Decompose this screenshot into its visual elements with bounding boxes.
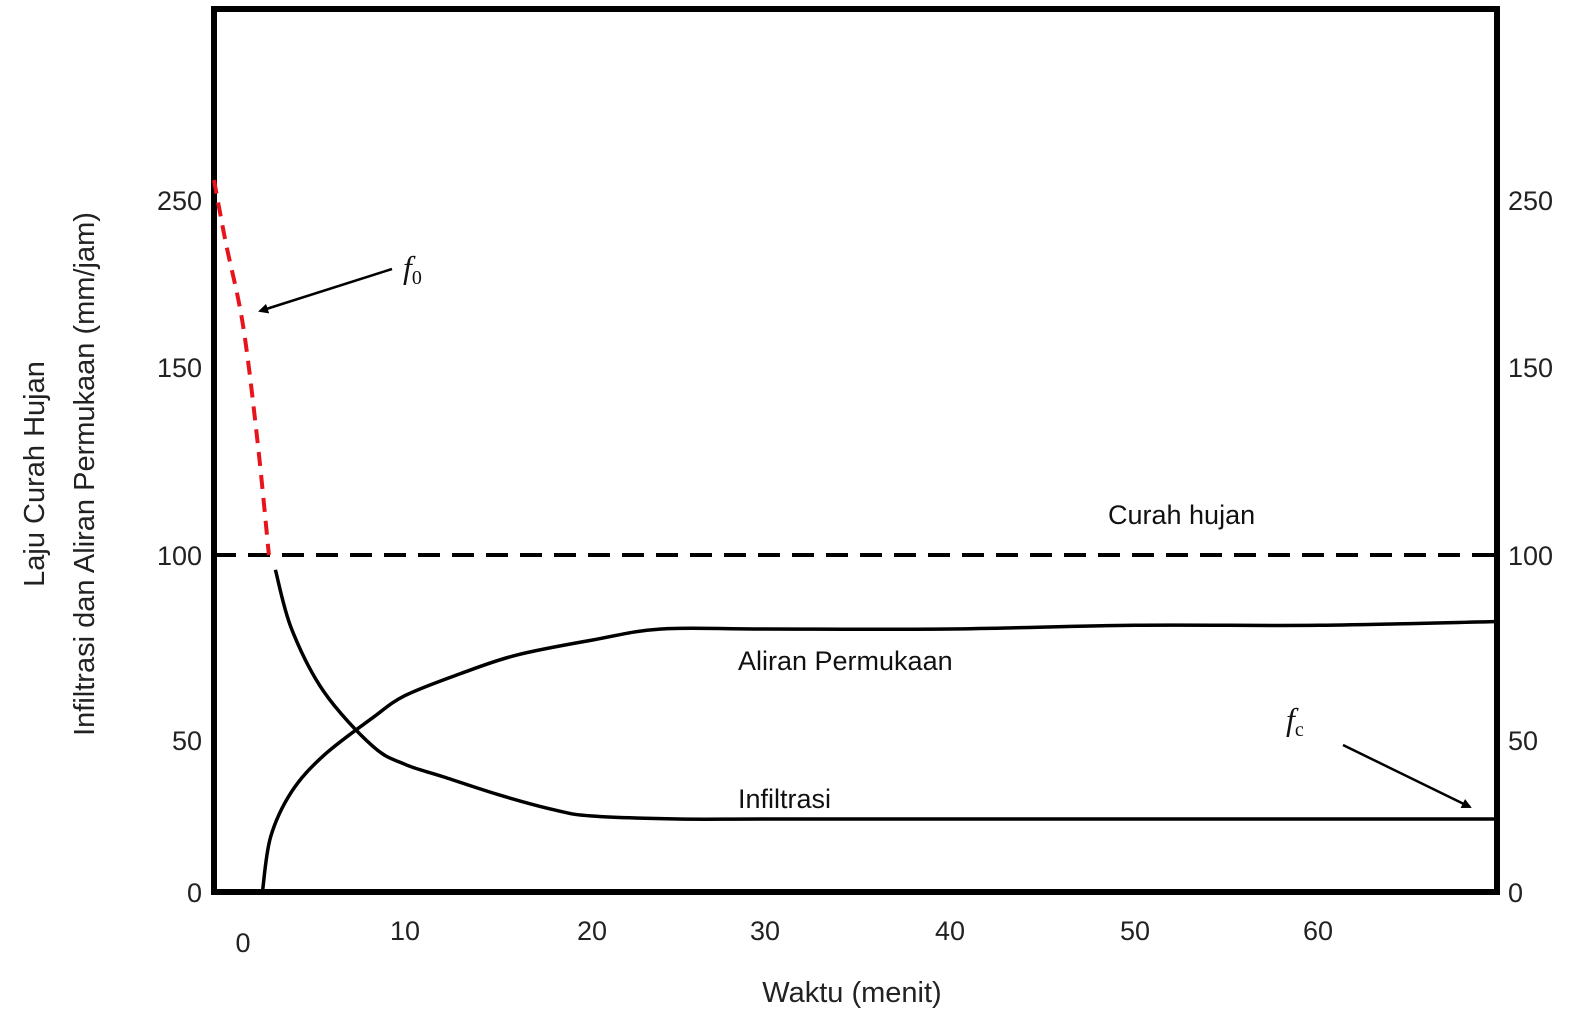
x-tick-0: 0 [235,928,250,958]
y-tick-left-100: 100 [157,541,202,571]
x-axis-label: Waktu (menit) [762,977,941,1009]
y-tick-left-0: 0 [187,878,202,908]
annotation-f0: f0 [403,249,422,289]
y-tick-left-150: 150 [157,353,202,383]
y-tick-right-50: 50 [1508,726,1538,756]
y-tick-left-250: 250 [157,186,202,216]
x-tick-labels: 0 10 20 30 40 50 60 [235,916,1333,958]
x-tick-50: 50 [1120,916,1150,946]
infiltrasi-curve [273,569,1494,821]
x-tick-60: 60 [1303,916,1333,946]
y-tick-left-50: 50 [172,726,202,756]
y-tick-right-250: 250 [1508,186,1553,216]
aliran-permukaan-curve [260,619,1495,893]
series-layer [212,179,1495,893]
y-axis-label-line2: Infiltrasi dan Aliran Permukaan (mm/jam) [69,212,101,736]
annotation-fc-arrow [1342,743,1472,809]
annotation-f0-arrow [258,267,393,314]
y-tick-labels-right: 0 50 100 150 250 [1508,186,1553,908]
x-tick-40: 40 [935,916,965,946]
f0-extrapolation-line [212,179,271,556]
x-tick-30: 30 [750,916,780,946]
y-axis-label-line1: Laju Curah Hujan [19,361,51,587]
label-curah-hujan: Curah hujan [1108,500,1255,530]
plot-frame [211,6,1500,895]
x-tick-10: 10 [390,916,420,946]
y-tick-labels-left: 0 50 100 150 250 [157,186,202,908]
y-tick-right-100: 100 [1508,541,1553,571]
y-tick-right-0: 0 [1508,878,1523,908]
annotation-fc: fc [1286,701,1304,741]
label-infiltrasi: Infiltrasi [738,784,831,814]
label-aliran-permukaan: Aliran Permukaan [738,646,953,676]
y-tick-right-150: 150 [1508,353,1553,383]
x-tick-20: 20 [577,916,607,946]
